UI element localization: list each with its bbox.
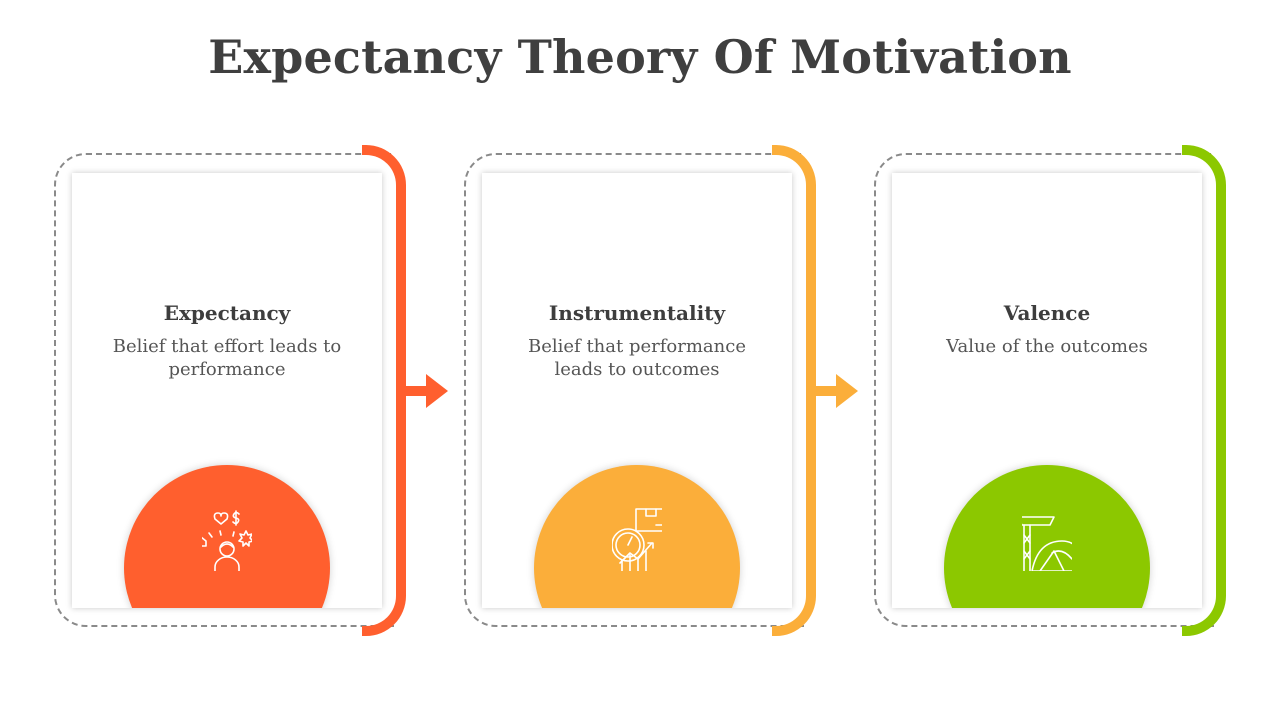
- step-instrumentality: Instrumentality Belief that performance …: [464, 145, 844, 640]
- icon-circle: [124, 465, 330, 608]
- dashed-outline: [874, 153, 1214, 627]
- step-description: Belief that performance leads to outcome…: [528, 336, 746, 380]
- color-bracket: [1182, 145, 1226, 636]
- step-expectancy: Expectancy Belief that effort leads to p…: [54, 145, 434, 640]
- page-title: Expectancy Theory Of Motivation: [208, 30, 1072, 84]
- dashed-outline: [464, 153, 804, 627]
- flow-arrow-2: [814, 374, 858, 408]
- step-heading: Expectancy: [163, 301, 291, 325]
- step-panel: Valence Value of the outcomes: [892, 173, 1202, 608]
- step-panel: Instrumentality Belief that performance …: [482, 173, 792, 608]
- step-description: Value of the outcomes: [946, 336, 1148, 357]
- step-heading: Valence: [1003, 301, 1091, 325]
- icon-circle: [534, 465, 740, 608]
- dashed-outline: [54, 153, 394, 627]
- performance-gauge-icon: [612, 508, 662, 571]
- flow-arrow-1: [404, 374, 448, 408]
- step-valence: Valence Value of the outcomes: [874, 145, 1254, 640]
- step-panel: Expectancy Belief that effort leads to p…: [72, 173, 382, 608]
- step-heading: Instrumentality: [548, 301, 726, 325]
- icon-circle: [944, 465, 1150, 608]
- step-description: Belief that effort leads to performance: [112, 336, 342, 380]
- person-thinking-icon: [202, 510, 252, 571]
- color-bracket: [362, 145, 406, 636]
- color-bracket: [772, 145, 816, 636]
- reward-mine-icon: [1022, 516, 1072, 571]
